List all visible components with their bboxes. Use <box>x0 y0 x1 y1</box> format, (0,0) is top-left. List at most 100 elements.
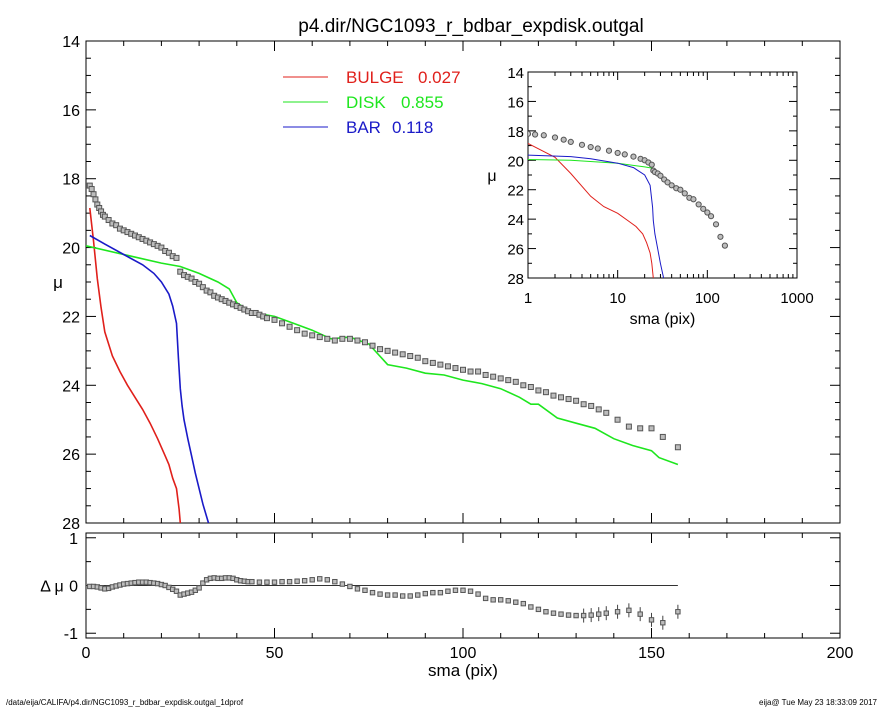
main-ytick-label: 14 <box>62 34 80 51</box>
main-data-point <box>294 327 301 334</box>
main-data-point <box>595 406 602 413</box>
inset-data-point <box>700 205 707 212</box>
residual-data-point <box>482 595 489 602</box>
main-data-point <box>199 284 206 291</box>
main-data-point <box>527 384 534 391</box>
residual-data-point <box>377 591 383 597</box>
main-data-point <box>505 377 512 384</box>
residual-data-point <box>407 593 413 599</box>
inset-data-point <box>721 242 728 249</box>
inset-data-point <box>681 190 688 197</box>
residual-data-point <box>422 590 429 597</box>
main-data-point <box>475 368 482 375</box>
residual-data-point <box>660 620 666 626</box>
residual-data-point <box>256 579 263 585</box>
main-data-point <box>384 347 391 354</box>
main-data-point <box>452 365 459 372</box>
inset-xtick-label: 100 <box>695 290 720 307</box>
main-data-point <box>614 416 621 423</box>
inset-series-bar-line <box>528 154 665 278</box>
main-data-point <box>535 387 542 394</box>
main-data-point <box>263 315 270 322</box>
residual-xtick-label: 150 <box>638 645 665 662</box>
main-data-point <box>101 213 108 220</box>
residual-data-point <box>637 611 643 617</box>
main-ytick-label: 24 <box>62 378 80 395</box>
main-data-point <box>674 444 681 451</box>
inset-ytick-label: 16 <box>507 94 524 111</box>
residual-xtick-label: 0 <box>82 645 91 662</box>
main-data-point <box>407 353 414 360</box>
residual-data-point <box>369 589 376 596</box>
main-data-point <box>558 394 565 401</box>
main-data-point <box>520 382 527 389</box>
main-data-point <box>625 423 632 430</box>
inset-data-point <box>657 172 664 179</box>
inset-data-point <box>528 130 532 137</box>
main-data-point <box>369 342 376 349</box>
chart-title: p4.dir/NGC1093_r_bdbar_expdisk.outgal <box>298 16 643 37</box>
main-data-point <box>324 335 331 342</box>
residual-data-point <box>196 585 202 591</box>
residual-data-point <box>520 600 527 607</box>
inset-x-axis-label: sma (pix) <box>630 311 696 328</box>
main-data-point <box>90 191 97 198</box>
inset-data-point <box>695 201 702 208</box>
main-data-point <box>542 389 549 396</box>
residual-data-point <box>626 607 632 614</box>
residual-data-point <box>573 612 579 619</box>
main-data-point <box>316 334 323 341</box>
main-series-bar-line <box>89 234 210 523</box>
inset-data-point <box>540 132 547 139</box>
inset-ytick-label: 20 <box>507 153 524 170</box>
main-data-point <box>196 280 203 287</box>
main-data-point <box>550 392 557 399</box>
main-data-point <box>460 366 466 373</box>
residual-ytick-label: -1 <box>64 626 78 643</box>
inset-xtick-label: 1000 <box>780 290 813 307</box>
footer-path: /data/eija/CALIFA/p4.dir/NGC1093_r_bdbar… <box>6 698 244 707</box>
residual-data-point <box>324 577 330 583</box>
residual-data-point <box>648 617 655 623</box>
legend-value-disk: 0.855 <box>401 93 444 112</box>
inset-data-point <box>648 161 655 168</box>
residual-data-point <box>550 610 557 616</box>
legend-label-bulge: BULGE <box>346 68 404 87</box>
residual-data-point <box>200 580 206 586</box>
inset-data-point <box>578 141 586 148</box>
residual-data-point <box>490 597 496 603</box>
main-data-point <box>331 337 338 344</box>
inset-series-group <box>528 130 728 278</box>
main-data-point <box>573 397 580 404</box>
main-data-point <box>309 332 316 339</box>
residual-data-point <box>528 604 534 610</box>
residual-data-point <box>286 578 293 585</box>
main-data-point <box>467 368 474 375</box>
residual-data-point <box>271 579 278 585</box>
residual-xtick-label: 50 <box>266 645 284 662</box>
main-data-point <box>286 323 293 330</box>
residual-data-point <box>317 576 323 582</box>
residual-data-point <box>309 577 315 583</box>
inset-data-point <box>614 149 621 157</box>
residual-data-point <box>399 593 406 599</box>
inset-data-point <box>567 138 574 145</box>
residual-data-point <box>249 578 255 585</box>
residual-data-point <box>445 588 451 594</box>
residual-data-point <box>173 588 180 594</box>
inset-data-point <box>605 147 613 154</box>
main-y-axis-label: μ <box>53 273 63 292</box>
main-data-point <box>444 363 451 370</box>
residual-data-point <box>264 579 270 585</box>
inset-series-bulge-line <box>528 142 654 278</box>
residual-xtick-label: 200 <box>827 645 854 662</box>
inset-data-point <box>677 186 684 193</box>
main-data-point <box>490 373 497 380</box>
main-ytick-label: 28 <box>62 516 80 533</box>
inset-data-point <box>690 196 697 203</box>
inset-ytick-label: 22 <box>507 183 524 200</box>
residual-data-point <box>332 578 338 585</box>
inset-y-axis-label: μ <box>487 168 496 185</box>
main-data-point <box>177 268 184 275</box>
